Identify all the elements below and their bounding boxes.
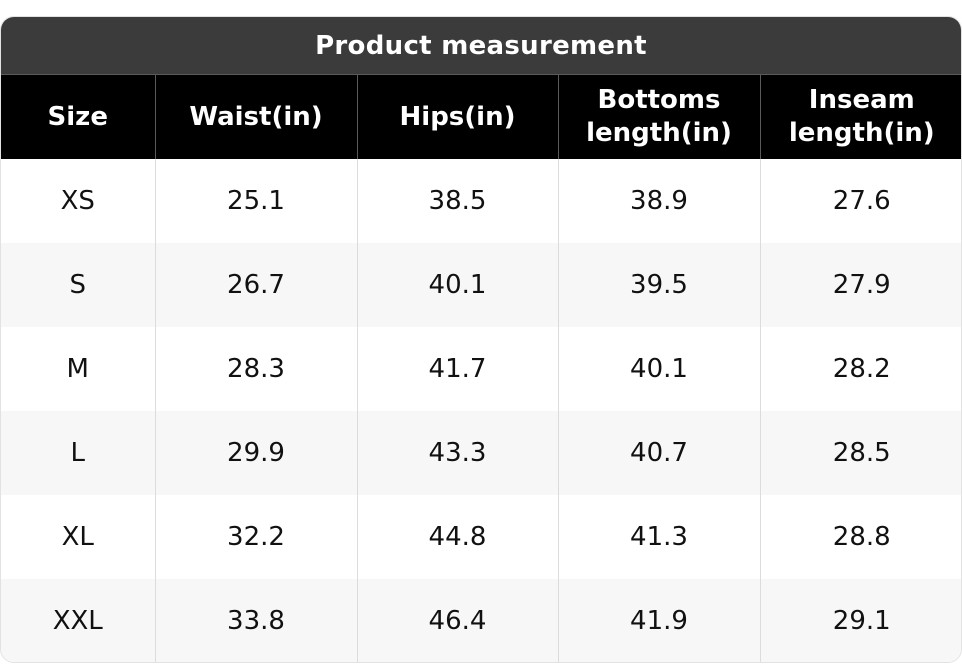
cell-hips: 46.4	[356, 579, 558, 662]
size-chart-table: Size Waist(in) Hips(in) Bottoms length(in…	[1, 74, 961, 662]
cell-size: M	[1, 327, 155, 411]
cell-inseam-length: 27.6	[759, 159, 961, 243]
table-title: Product measurement	[1, 17, 961, 74]
cell-bottoms-length: 38.9	[557, 159, 760, 243]
cell-waist: 29.9	[154, 411, 357, 495]
cell-inseam-length: 28.5	[759, 411, 961, 495]
cell-bottoms-length: 41.9	[557, 579, 760, 662]
cell-inseam-length: 27.9	[759, 243, 961, 327]
column-header-waist: Waist(in)	[154, 74, 357, 159]
cell-inseam-length: 29.1	[759, 579, 961, 662]
cell-waist: 26.7	[154, 243, 357, 327]
cell-size: XS	[1, 159, 155, 243]
table-row: L 29.9 43.3 40.7 28.5	[1, 411, 961, 495]
column-header-inseam-length: Inseam length(in)	[759, 74, 961, 159]
cell-hips: 41.7	[356, 327, 558, 411]
table-row: M 28.3 41.7 40.1 28.2	[1, 327, 961, 411]
cell-hips: 40.1	[356, 243, 558, 327]
cell-size: S	[1, 243, 155, 327]
cell-bottoms-length: 40.1	[557, 327, 760, 411]
cell-waist: 33.8	[154, 579, 357, 662]
measurement-card: Product measurement Size Waist(in) Hips(…	[0, 16, 962, 663]
cell-bottoms-length: 39.5	[557, 243, 760, 327]
cell-bottoms-length: 41.3	[557, 495, 760, 579]
table-row: S 26.7 40.1 39.5 27.9	[1, 243, 961, 327]
cell-size: XL	[1, 495, 155, 579]
cell-inseam-length: 28.8	[759, 495, 961, 579]
cell-bottoms-length: 40.7	[557, 411, 760, 495]
column-header-hips: Hips(in)	[356, 74, 558, 159]
cell-hips: 38.5	[356, 159, 558, 243]
cell-hips: 43.3	[356, 411, 558, 495]
column-header-size: Size	[1, 74, 155, 159]
cell-hips: 44.8	[356, 495, 558, 579]
header-row: Size Waist(in) Hips(in) Bottoms length(in…	[1, 74, 961, 159]
table-row: XXL 33.8 46.4 41.9 29.1	[1, 579, 961, 662]
cell-size: XXL	[1, 579, 155, 662]
cell-size: L	[1, 411, 155, 495]
cell-waist: 28.3	[154, 327, 357, 411]
cell-waist: 32.2	[154, 495, 357, 579]
column-header-bottoms-length: Bottoms length(in)	[557, 74, 760, 159]
cell-waist: 25.1	[154, 159, 357, 243]
cell-inseam-length: 28.2	[759, 327, 961, 411]
table-row: XS 25.1 38.5 38.9 27.6	[1, 159, 961, 243]
table-row: XL 32.2 44.8 41.3 28.8	[1, 495, 961, 579]
